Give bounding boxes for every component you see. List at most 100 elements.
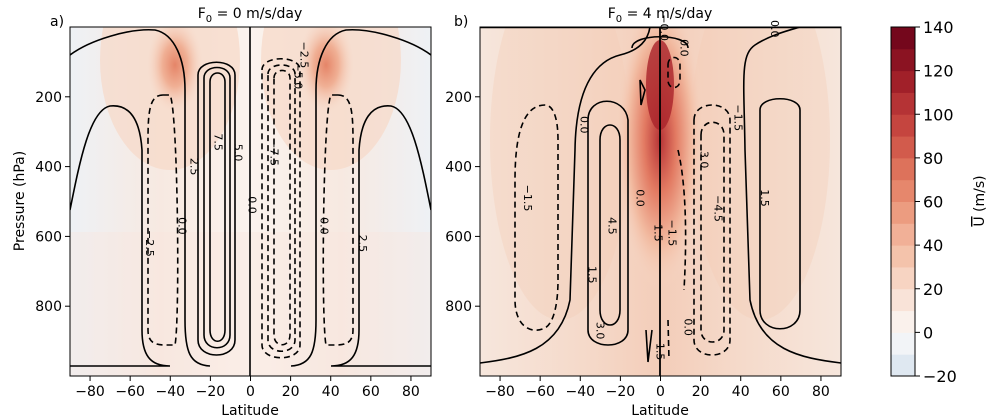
- ytick-label: 200: [35, 90, 62, 106]
- ytick-label: 600: [445, 229, 472, 245]
- ytick-label: 600: [35, 229, 62, 245]
- contour-label: −0.0: [658, 14, 671, 41]
- contour-label: 0.0: [682, 318, 695, 336]
- contour-label: 0.0: [577, 116, 590, 134]
- xtick-label: 80: [402, 384, 420, 400]
- contour-label: 0.0: [175, 217, 188, 235]
- panel-b-yticks: 200 400 600 800: [445, 90, 480, 315]
- panel-a-ylabel: Pressure (hPa): [12, 151, 28, 251]
- contour-label: 7.5: [211, 133, 224, 151]
- panel-a-jet-south-core: [147, 27, 203, 113]
- contour-label: 2.5: [187, 158, 200, 176]
- contour-a-neg-south: [147, 94, 179, 346]
- xtick-label: 20: [282, 384, 300, 400]
- xtick-label: 20: [692, 384, 710, 400]
- contour-label: 1.5: [758, 189, 771, 207]
- colorbar-segment: [891, 70, 915, 93]
- colorbar-segment: [891, 136, 915, 159]
- contour-b-north-outer: [759, 98, 801, 330]
- colorbar-segment: [891, 157, 915, 181]
- colorbar-segment: [891, 332, 915, 355]
- panel-a-xlabel: Latitude: [221, 403, 279, 419]
- colorbar-tick-label: 20: [923, 280, 943, 299]
- contour-b-neg-4: [667, 319, 670, 361]
- xtick-label: −60: [115, 384, 145, 400]
- contour-label: 5.0: [231, 144, 244, 162]
- panel-b-title: F0 = 4 m/s/day: [608, 6, 713, 25]
- panel-a-xticks: −80 −60 −40 −20 0 20 40 60 80: [75, 376, 420, 400]
- contour-a-neg-3: [273, 69, 291, 346]
- ytick-label: 800: [445, 299, 472, 315]
- colorbar-segment: [891, 179, 915, 202]
- contour-b-lower-south: [645, 329, 653, 363]
- panel-a-jet-north-core: [298, 27, 354, 113]
- colorbar-tick-label: −20: [923, 367, 957, 386]
- panel-b: 0.00.0−0.00.0 −1.53.0−1.54.50.01.5 −1.5−4.…: [445, 6, 842, 419]
- contour-label: −4.5: [712, 195, 725, 222]
- xtick-label: −60: [525, 384, 555, 400]
- contour-label: −2.5: [143, 230, 156, 257]
- xtick-label: −40: [566, 384, 596, 400]
- xtick-label: −80: [75, 384, 105, 400]
- contour-b-neg-3: [667, 56, 681, 89]
- contour-label: 1.5: [653, 343, 666, 361]
- colorbar-tick-label: 80: [923, 149, 943, 168]
- contour-label: −5.0: [292, 63, 305, 90]
- colorbar-segment: [891, 266, 915, 290]
- contour-a-zero-north: [290, 29, 431, 367]
- panel-b-contours: [480, 27, 841, 376]
- colorbar-label: U (m/s): [972, 175, 988, 226]
- contour-label: 1.5: [651, 224, 664, 242]
- contour-a-neg-north: [322, 94, 354, 346]
- colorbar-segment: [891, 201, 915, 224]
- xtick-label: −20: [606, 384, 636, 400]
- contour-label: −2.5: [298, 42, 311, 69]
- contour-b-neg-1: [693, 104, 731, 356]
- contour-a-pos-3: [209, 72, 226, 343]
- contour-label: −1.5: [666, 220, 679, 247]
- colorbar-segments: [891, 27, 915, 377]
- contour-b-neg-south: [514, 104, 559, 331]
- colorbar-segment: [891, 223, 915, 246]
- ytick-label: 400: [35, 160, 62, 176]
- xtick-label: 60: [362, 384, 380, 400]
- panel-b-broad-south: [490, 27, 630, 320]
- panel-a-dashed-contours: [147, 58, 354, 359]
- colorbar-segment: [891, 27, 915, 50]
- panel-a-letter: a): [50, 14, 64, 30]
- contour-label: 0.0: [633, 189, 646, 207]
- colorbar-segment: [891, 92, 915, 115]
- colorbar-tick-label: 40: [923, 236, 943, 255]
- ytick-label: 800: [35, 299, 62, 315]
- contour-a-zero-south: [70, 29, 211, 367]
- contour-label: 3.0: [698, 151, 711, 169]
- contour-label: 0.0: [318, 217, 331, 235]
- colorbar-segment: [891, 245, 915, 268]
- contour-label: 0.0: [678, 39, 691, 57]
- colorbar-segment: [891, 310, 915, 333]
- contour-label: 2.5: [356, 235, 369, 253]
- panel-a-yticks: 200 400 600 800: [35, 90, 70, 315]
- colorbar-tick-label: 0: [923, 323, 933, 342]
- xtick-label: −40: [156, 384, 186, 400]
- contour-label: −1.5: [732, 104, 745, 131]
- contour-b-pos-1: [587, 100, 629, 346]
- panel-a: −2.52.50.07.55.00.0−7.5−5.0−2.50.02.5 −8…: [12, 6, 432, 419]
- xtick-label: 0: [246, 384, 255, 400]
- contour-label: −1.5: [521, 185, 534, 212]
- colorbar: 140 120 100 80 60 40 20 0 −20 U (m/s): [890, 18, 988, 386]
- panel-a-contours: [70, 27, 431, 376]
- colorbar-tick-label: 120: [923, 62, 954, 81]
- contour-b-zero-north: [742, 27, 841, 364]
- panel-b-xticks: −80 −60 −40 −20 0 20 40 60 80: [485, 376, 830, 400]
- contour-label: 1.5: [585, 266, 598, 284]
- colorbar-ticks: 140 120 100 80 60 40 20 0 −20: [915, 18, 957, 386]
- panel-a-title: F0 = 0 m/s/day: [198, 6, 303, 25]
- xtick-label: 60: [772, 384, 790, 400]
- contour-a-outer-south: [70, 105, 171, 367]
- colorbar-tick-label: 60: [923, 193, 943, 212]
- contour-b-pos-2: [599, 124, 621, 326]
- colorbar-tick-label: 140: [923, 18, 954, 37]
- contour-b-neg-5: [677, 149, 687, 291]
